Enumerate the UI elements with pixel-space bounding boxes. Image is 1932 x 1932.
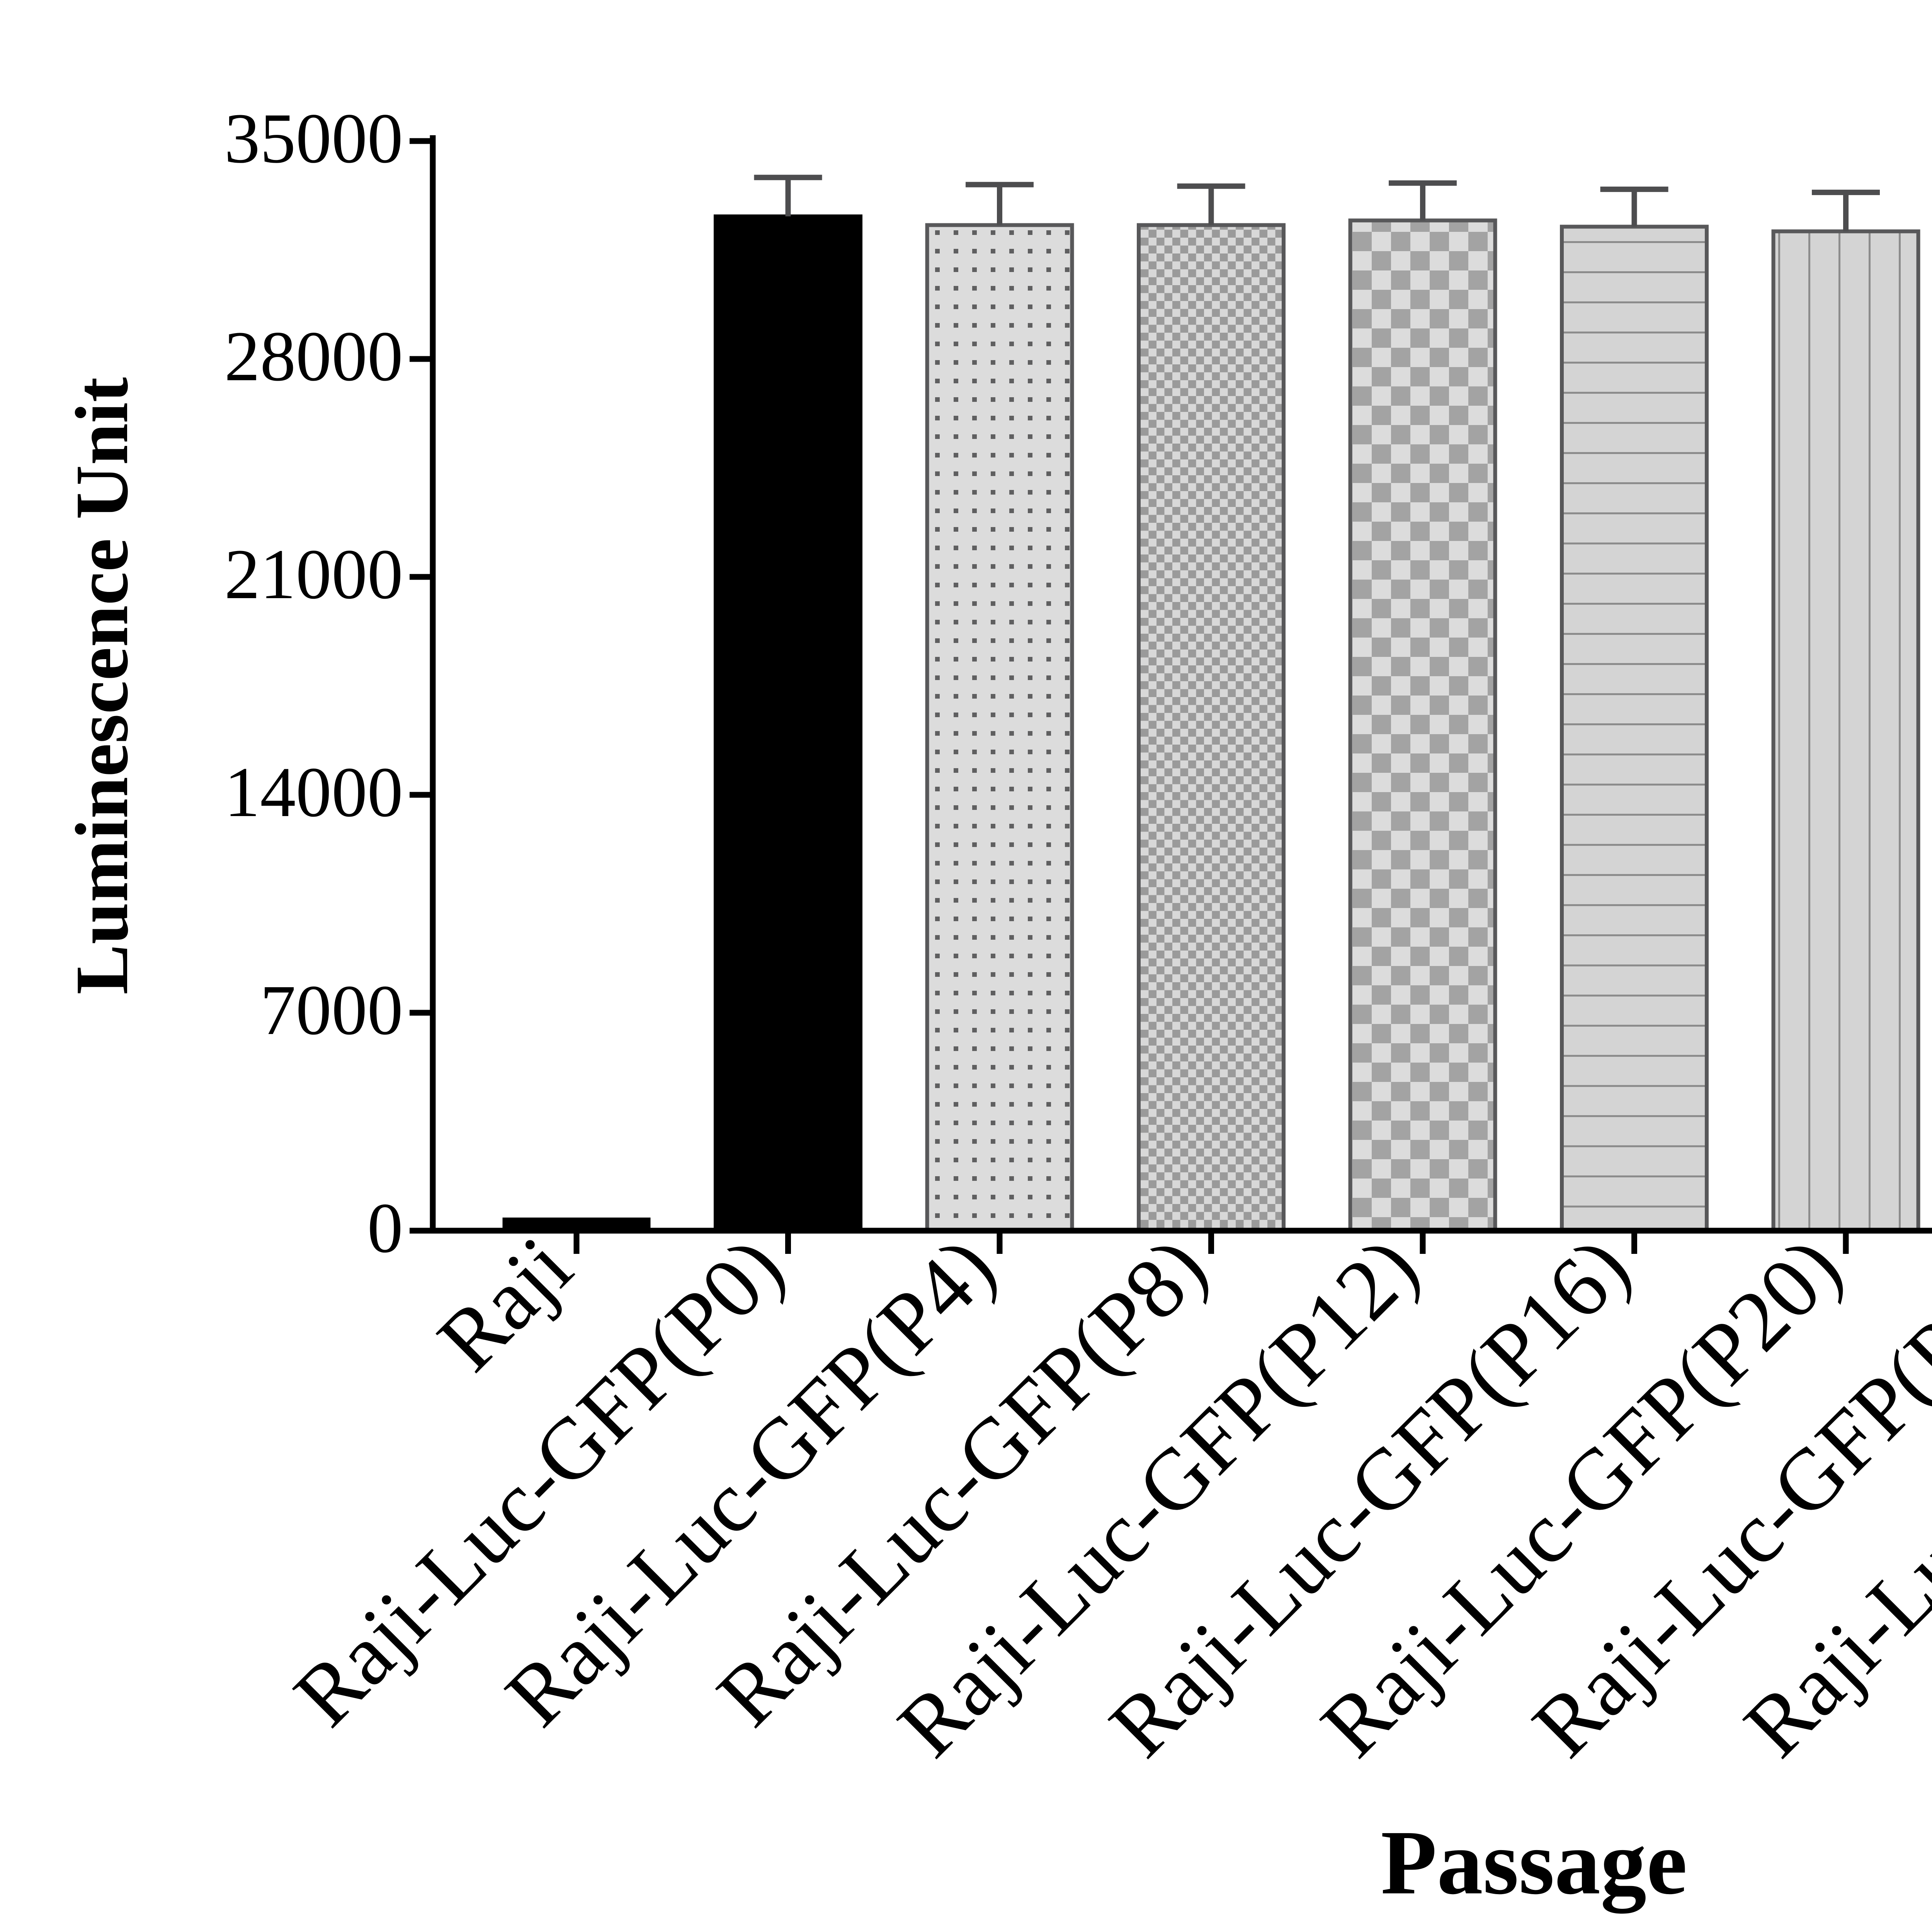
svg-text:35000: 35000 [224, 99, 403, 178]
svg-text:21000: 21000 [224, 535, 403, 614]
svg-text:7000: 7000 [260, 971, 403, 1050]
svg-text:0: 0 [367, 1189, 403, 1268]
svg-text:Luminescence Unit: Luminescence Unit [60, 377, 144, 995]
svg-text:28000: 28000 [224, 317, 403, 396]
svg-text:Passage: Passage [1381, 1812, 1687, 1913]
svg-text:14000: 14000 [224, 753, 403, 832]
